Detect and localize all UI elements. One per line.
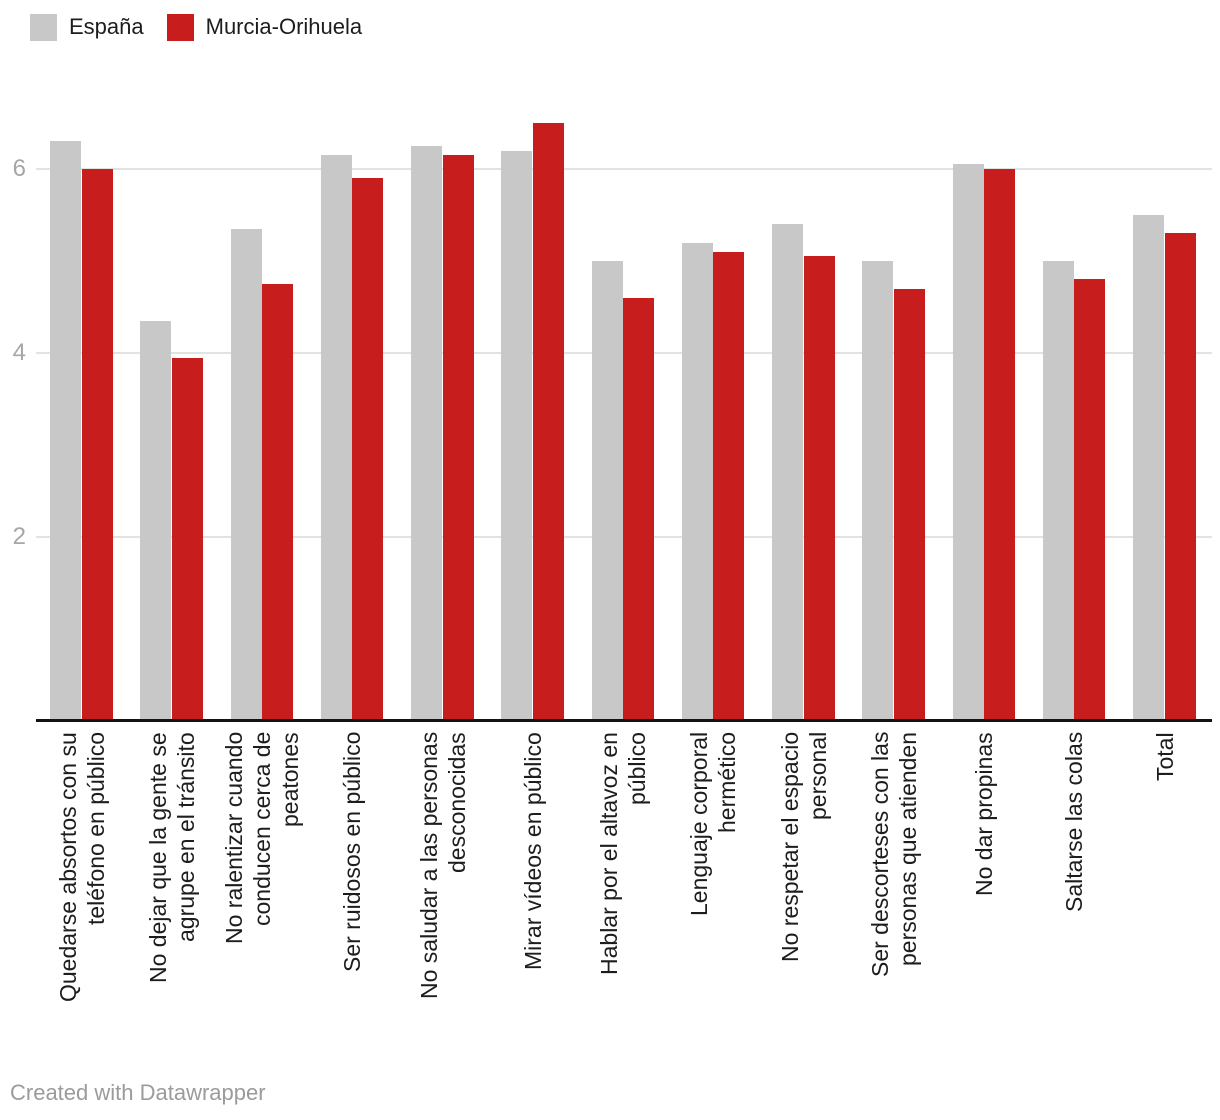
- bar-murcia-orihuela-11: [1074, 279, 1106, 721]
- bar-espana-8: [772, 224, 803, 721]
- x-axis-label-8: No respetar el espacio personal: [776, 732, 831, 963]
- bar-murcia-orihuela-4: [442, 155, 474, 721]
- x-axis-label-10: No dar propinas: [971, 732, 997, 896]
- bar-murcia-orihuela-5: [532, 123, 564, 721]
- legend-swatch-murcia-orihuela: [166, 13, 194, 41]
- bar-espana-12: [1133, 215, 1164, 721]
- bar-murcia-orihuela-10: [984, 169, 1015, 721]
- datawrapper-credit-link[interactable]: Created with Datawrapper: [10, 1080, 266, 1105]
- bar-espana-9: [862, 261, 894, 721]
- bar-murcia-orihuela-0: [81, 169, 113, 721]
- bar-espana-5: [501, 150, 533, 721]
- bar-espana-1: [140, 320, 172, 721]
- legend: España Murcia-Orihuela: [30, 13, 362, 41]
- x-axis-label-0: Quedarse absortos con su teléfono en púb…: [54, 732, 109, 1002]
- y-tick-label-4: 4: [12, 339, 26, 366]
- bar-espana-0: [50, 141, 81, 721]
- bar-murcia-orihuela-12: [1164, 233, 1196, 721]
- x-axis-label-12: Total: [1151, 732, 1178, 781]
- y-tick-label-6: 6: [12, 155, 26, 182]
- bar-espana-2: [230, 228, 262, 721]
- bar-espana-7: [681, 242, 713, 721]
- bar-murcia-orihuela-9: [893, 288, 925, 721]
- legend-item-espana: España: [30, 13, 144, 41]
- x-axis-label-4: No saludar a las personas desconocidas: [415, 732, 470, 1000]
- y-tick-label-2: 2: [12, 523, 26, 550]
- x-axis-label-7: Lenguaje corporal hermético: [686, 732, 741, 917]
- x-axis-label-11: Saltarse las colas: [1061, 732, 1088, 913]
- bar-espana-4: [411, 146, 442, 721]
- x-axis-label-2: No ralentizar cuando conducen cerca de p…: [221, 732, 303, 945]
- bar-murcia-orihuela-3: [352, 178, 384, 721]
- legend-label-espana: España: [69, 14, 144, 39]
- bar-murcia-orihuela-6: [623, 297, 654, 721]
- bar-espana-11: [1042, 261, 1074, 721]
- bar-espana-10: [952, 164, 984, 721]
- x-axis-label-1: No dejar que la gente se agrupe en el tr…: [144, 732, 199, 983]
- bar-espana-3: [320, 155, 352, 721]
- x-axis-label-5: Mirar vídeos en público: [519, 732, 546, 970]
- x-axis-label-3: Ser ruidosos en público: [339, 732, 366, 973]
- x-axis-label-9: Ser descorteses con las personas que ati…: [866, 732, 921, 978]
- legend-swatch-espana: [30, 13, 57, 41]
- legend-item-murcia-orihuela: Murcia-Orihuela: [166, 13, 363, 41]
- bar-murcia-orihuela-7: [713, 251, 745, 721]
- bar-murcia-orihuela-1: [171, 357, 203, 721]
- x-axis-line: [36, 719, 1212, 722]
- gridline-y-6: [36, 168, 1212, 170]
- bar-murcia-orihuela-2: [262, 284, 293, 721]
- x-axis-label-6: Hablar por el altavoz en público: [596, 732, 650, 975]
- legend-label-murcia-orihuela: Murcia-Orihuela: [205, 14, 363, 39]
- bar-espana-6: [591, 261, 623, 721]
- bar-murcia-orihuela-8: [803, 256, 835, 721]
